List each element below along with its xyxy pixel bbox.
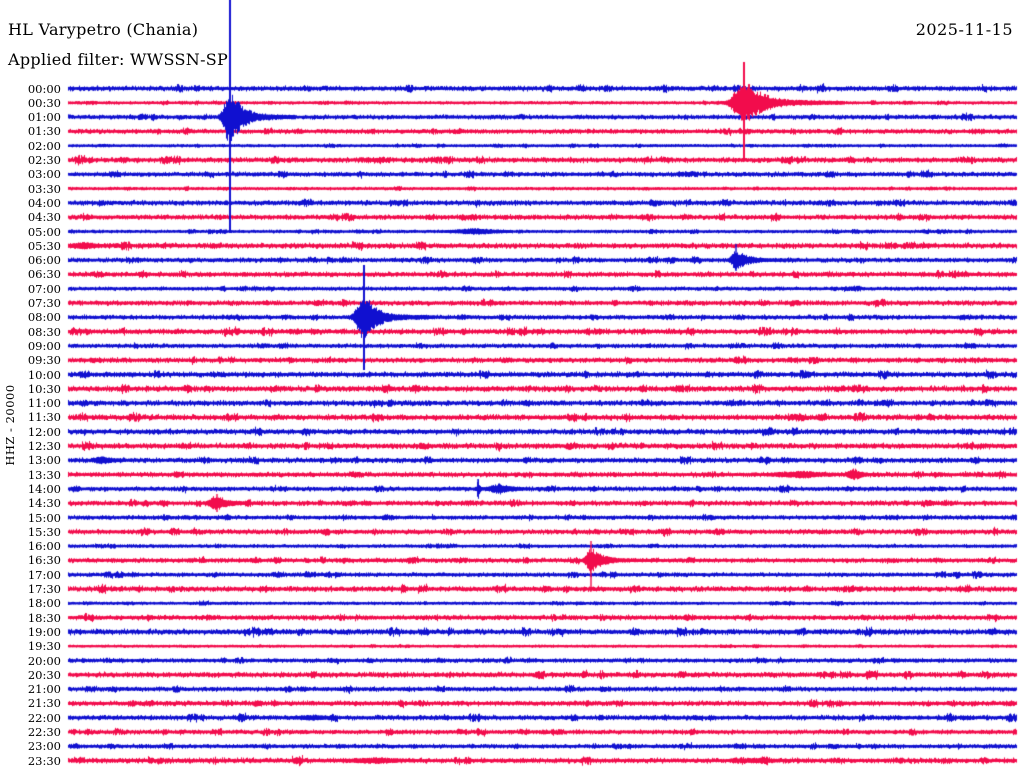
trace-time-label: 01:00 [27, 110, 61, 125]
trace-time-label: 00:00 [27, 81, 61, 96]
trace-time-label: 08:00 [27, 310, 61, 325]
trace-time-label: 14:00 [27, 481, 61, 496]
date-label: 2025-11-15 [915, 20, 1013, 39]
trace-time-label: 06:30 [27, 267, 61, 282]
trace-time-label: 12:30 [27, 439, 61, 453]
trace-time-label: 13:00 [27, 453, 61, 468]
trace-time-label: 18:30 [27, 610, 61, 625]
trace-time-label: 07:30 [27, 296, 61, 310]
trace-time-label: 05:00 [27, 224, 61, 239]
trace-time-label: 08:30 [27, 324, 61, 339]
trace-time-label: 09:00 [27, 338, 61, 353]
trace-time-label: 20:00 [27, 653, 61, 668]
trace-time-label: 07:00 [27, 281, 61, 296]
trace-time-label: 12:00 [27, 424, 61, 439]
trace-time-label: 11:30 [27, 410, 61, 425]
trace-time-label: 00:30 [27, 95, 61, 110]
trace-time-label: 10:00 [27, 367, 61, 382]
trace-time-label: 09:30 [27, 353, 61, 368]
filter-label: Applied filter: WWSSN-SP [8, 50, 229, 69]
trace-time-label: 02:30 [27, 153, 61, 167]
trace-time-label: 21:00 [27, 682, 61, 697]
trace-time-label: 02:00 [27, 138, 61, 153]
trace-time-label: 11:00 [27, 396, 61, 411]
station-title: HL Varypetro (Chania) [8, 20, 199, 39]
trace-time-label: 04:00 [27, 195, 61, 210]
trace-time-label: 22:30 [27, 725, 61, 739]
trace-time-label: 23:30 [27, 753, 61, 768]
trace-time-label: 21:30 [27, 696, 61, 711]
trace-time-label: 05:30 [27, 238, 61, 253]
trace-time-label: 23:00 [27, 739, 61, 754]
trace-time-label: 19:00 [27, 624, 61, 639]
trace-time-label: 18:00 [27, 596, 61, 611]
trace-time-label: 19:30 [27, 639, 61, 654]
trace-time-label: 03:30 [27, 181, 61, 196]
trace-time-label: 13:30 [27, 467, 61, 482]
trace-time-label: 04:30 [27, 210, 61, 225]
trace-time-label: 17:00 [27, 567, 61, 582]
trace-time-label: 16:30 [27, 553, 61, 568]
trace-time-label: 22:00 [27, 710, 61, 725]
trace-time-label: 14:30 [27, 496, 61, 511]
trace-time-label: 10:30 [27, 381, 61, 396]
trace-time-label: 16:00 [27, 539, 61, 554]
trace-time-label: 06:00 [27, 253, 61, 268]
trace-time-label: 03:00 [27, 167, 61, 182]
trace-time-label: 20:30 [27, 667, 61, 682]
trace-time-label: 17:30 [27, 582, 61, 596]
trace-time-label: 15:30 [27, 524, 61, 539]
trace-time-label: 15:00 [27, 510, 61, 525]
trace-time-label: 01:30 [27, 124, 61, 139]
